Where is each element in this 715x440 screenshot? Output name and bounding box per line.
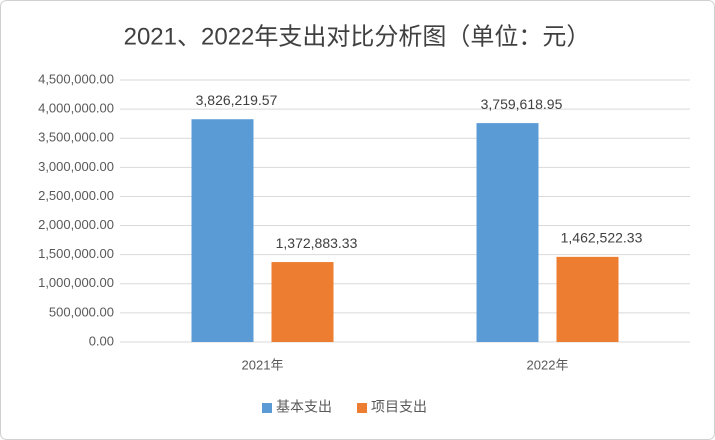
x-tick-label: 2021年 — [242, 357, 284, 372]
y-tick-label: 2,500,000.00 — [38, 188, 114, 203]
y-tick-label: 1,500,000.00 — [38, 246, 114, 261]
legend-swatch — [357, 403, 367, 413]
bar — [476, 123, 539, 342]
y-tick-label: 4,000,000.00 — [38, 101, 114, 116]
y-tick-label: 1,000,000.00 — [38, 275, 114, 290]
x-tick-label: 2022年 — [527, 357, 569, 372]
bar — [556, 256, 619, 342]
chart-title: 2021、2022年支出对比分析图（单位：元） — [124, 23, 591, 50]
y-tick-label: 4,500,000.00 — [38, 71, 114, 86]
y-tick-label: 3,000,000.00 — [38, 159, 114, 174]
y-tick-label: 500,000.00 — [49, 304, 114, 319]
y-tick-label: 3,500,000.00 — [38, 130, 114, 145]
legend-label: 项目支出 — [371, 399, 427, 415]
value-label: 1,462,522.33 — [561, 230, 643, 246]
y-tick-label: 0.00 — [89, 333, 114, 348]
legend-label: 基本支出 — [276, 399, 332, 415]
bar — [271, 262, 334, 342]
value-label: 3,759,618.95 — [481, 96, 563, 112]
value-label: 1,372,883.33 — [276, 235, 358, 251]
y-tick-label: 2,000,000.00 — [38, 217, 114, 232]
value-label: 3,826,219.57 — [196, 92, 278, 108]
legend-swatch — [262, 403, 272, 413]
bar — [191, 119, 254, 342]
